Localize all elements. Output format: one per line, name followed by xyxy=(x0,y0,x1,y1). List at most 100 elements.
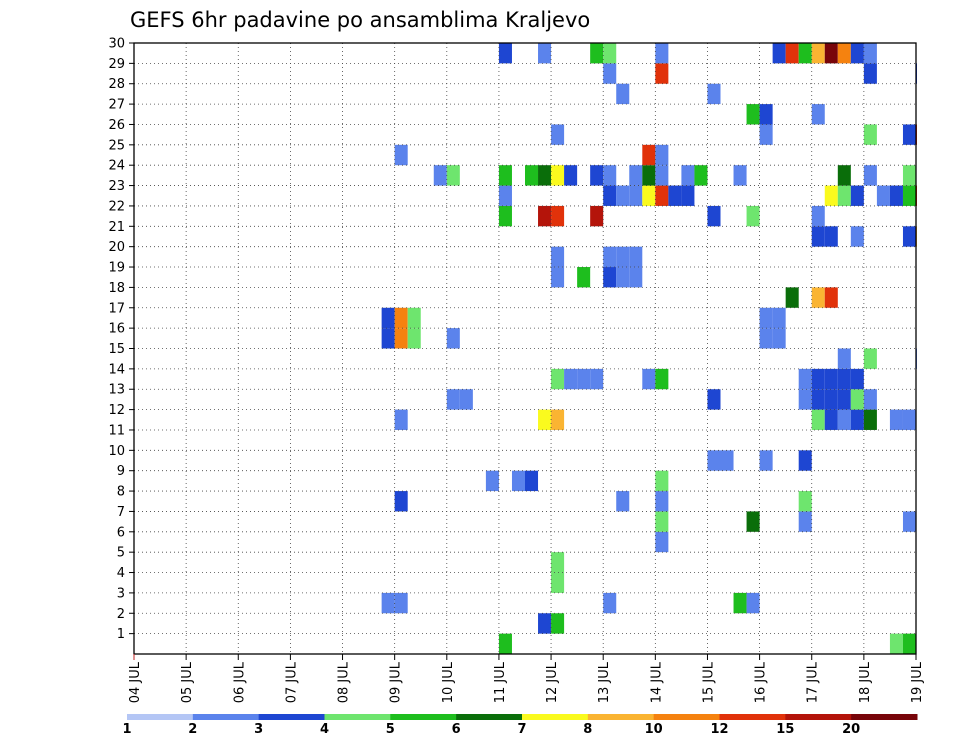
precip-cell xyxy=(525,165,539,186)
y-tick-label: 30 xyxy=(108,37,125,52)
precip-cell xyxy=(394,409,408,430)
y-tick-label: 3 xyxy=(117,586,125,601)
precip-cell xyxy=(538,165,552,186)
precip-cell xyxy=(551,552,565,573)
precip-cell xyxy=(681,185,695,206)
precip-cell xyxy=(564,368,578,390)
y-tick-label: 14 xyxy=(108,362,125,377)
precip-cell xyxy=(381,592,395,614)
legend-swatch xyxy=(456,714,523,720)
precip-cell xyxy=(798,389,812,410)
precip-cell xyxy=(603,165,617,186)
x-tick-label: 04 JUL xyxy=(128,661,143,703)
y-tick-label: 28 xyxy=(108,77,125,92)
precip-cell xyxy=(824,185,838,206)
precip-cell xyxy=(551,124,565,145)
precip-cell xyxy=(394,592,408,614)
precip-cell xyxy=(837,409,851,430)
precip-cell xyxy=(811,287,825,308)
precip-cell xyxy=(863,409,877,430)
y-tick-label: 25 xyxy=(108,138,125,153)
precip-cell xyxy=(551,613,565,634)
precip-cell xyxy=(616,246,630,268)
precip-cell xyxy=(655,185,669,206)
precip-cell xyxy=(837,389,851,410)
y-tick-label: 8 xyxy=(117,485,125,500)
precip-cell xyxy=(772,307,786,329)
precip-cell xyxy=(720,450,734,471)
precip-cell xyxy=(551,246,565,268)
precip-cell xyxy=(798,43,812,64)
precip-cell xyxy=(785,43,799,64)
precip-cell xyxy=(772,43,786,64)
precip-cell xyxy=(551,572,565,593)
precip-cell xyxy=(902,165,916,186)
precip-cell xyxy=(746,205,760,227)
precip-cell xyxy=(707,450,721,471)
precip-cell xyxy=(551,267,565,288)
precip-cell xyxy=(498,185,512,206)
precip-cell xyxy=(811,205,825,227)
precip-cell xyxy=(655,491,669,512)
precip-cell xyxy=(759,104,773,125)
legend-label: 12 xyxy=(710,722,728,737)
legend-swatch xyxy=(258,714,325,720)
y-tick-label: 5 xyxy=(117,546,125,561)
precip-cell xyxy=(551,205,565,227)
precip-cell xyxy=(850,389,864,410)
precip-cell xyxy=(772,328,786,349)
y-tick-label: 26 xyxy=(108,118,125,133)
legend-label: 10 xyxy=(645,722,663,737)
legend-swatch xyxy=(324,714,391,720)
y-tick-label: 20 xyxy=(108,240,125,255)
precip-cell xyxy=(902,409,916,430)
precip-cell xyxy=(616,491,630,512)
precip-cell xyxy=(433,165,447,186)
precip-cell xyxy=(824,389,838,410)
y-tick-label: 18 xyxy=(108,281,125,296)
precip-cell xyxy=(590,205,604,227)
precip-cell xyxy=(498,43,512,64)
legend-label: 4 xyxy=(320,722,329,737)
precip-cell xyxy=(629,267,643,288)
precip-cell xyxy=(889,633,903,654)
precip-cell xyxy=(603,185,617,206)
precip-cell xyxy=(889,409,903,430)
precip-cell xyxy=(616,267,630,288)
precip-cell xyxy=(785,287,799,308)
x-tick-label: 17 JUL xyxy=(806,661,821,703)
x-tick-label: 13 JUL xyxy=(597,661,612,703)
precip-cell xyxy=(498,205,512,227)
precip-cell xyxy=(707,389,721,410)
precip-cell xyxy=(824,43,838,64)
legend-label: 7 xyxy=(517,722,526,737)
precip-cell xyxy=(811,226,825,247)
precip-cell xyxy=(759,450,773,471)
y-tick-label: 23 xyxy=(108,179,125,194)
y-tick-label: 27 xyxy=(108,98,125,113)
precip-cell xyxy=(564,165,578,186)
precip-cell xyxy=(642,165,656,186)
precip-cell xyxy=(538,205,552,227)
x-tick-label: 10 JUL xyxy=(441,661,456,703)
precip-cell xyxy=(642,144,656,166)
y-tick-label: 1 xyxy=(117,627,125,642)
x-tick-label: 08 JUL xyxy=(337,661,352,703)
precip-cell xyxy=(603,267,617,288)
y-tick-label: 10 xyxy=(108,444,125,459)
y-axis: 1234567891011121314151617181920212223242… xyxy=(108,37,134,642)
legend-swatch xyxy=(851,714,918,720)
x-tick-label: 19 JUL xyxy=(910,661,925,703)
precip-cell xyxy=(394,144,408,166)
legend-swatch xyxy=(390,714,457,720)
legend-label: 6 xyxy=(452,722,461,737)
precip-cell xyxy=(811,368,825,390)
legend-label: 5 xyxy=(386,722,395,737)
precip-cell xyxy=(642,368,656,390)
precip-cell xyxy=(590,368,604,390)
precip-cell xyxy=(811,409,825,430)
precip-cell xyxy=(446,389,460,410)
precip-cell xyxy=(577,267,591,288)
x-tick-label: 14 JUL xyxy=(649,661,664,703)
precip-cell xyxy=(746,592,760,614)
